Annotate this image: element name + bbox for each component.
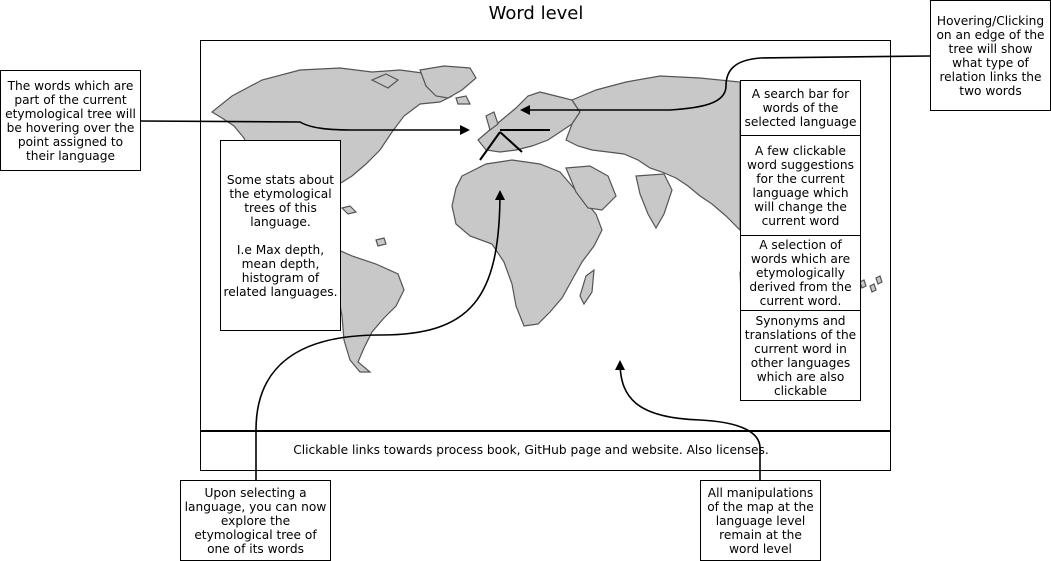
stats-panel: Some stats about the etymological trees … bbox=[220, 140, 341, 331]
word-suggestions-panel: A few clickable word suggestions for the… bbox=[740, 135, 861, 236]
search-bar-panel: A search bar for words of the selected l… bbox=[740, 80, 861, 136]
uk-shape bbox=[485, 111, 499, 132]
arrow-edge-to-tree bbox=[520, 55, 931, 115]
islands-caribbean-shape bbox=[340, 205, 387, 247]
arrow-manip-to-map bbox=[615, 360, 761, 480]
india-shape bbox=[635, 173, 673, 230]
derived-words-panel: A selection of words which are etymologi… bbox=[740, 235, 861, 311]
greenland-shape bbox=[419, 65, 477, 99]
select-language-note: Upon selecting a language, you can now e… bbox=[180, 480, 331, 561]
africa-shape bbox=[451, 159, 603, 327]
words-hover-note: The words which are part of the current … bbox=[0, 70, 141, 171]
madagascar-shape bbox=[579, 268, 595, 306]
asia-shape bbox=[565, 75, 741, 232]
edge-hover-note: Hovering/Clicking on an edge of the tree… bbox=[930, 0, 1051, 111]
tree-edge-3 bbox=[499, 131, 523, 153]
arrow-select-to-map bbox=[255, 190, 505, 480]
arrow-words-to-map bbox=[139, 120, 470, 135]
tree-edge-1 bbox=[479, 131, 501, 161]
footer-frame bbox=[200, 430, 891, 471]
map-frame bbox=[200, 40, 891, 432]
north-america-islands-shape bbox=[370, 73, 471, 105]
footer-links-text: Clickable links towards process book, Gi… bbox=[293, 443, 769, 457]
map-manipulations-note: All manipulations of the map at the lang… bbox=[700, 480, 821, 561]
islands-east-shape bbox=[859, 275, 883, 293]
synonyms-panel: Synonyms and translations of the current… bbox=[740, 310, 861, 401]
diagram-title: Word level bbox=[488, 3, 584, 24]
arabia-shape bbox=[565, 165, 617, 211]
